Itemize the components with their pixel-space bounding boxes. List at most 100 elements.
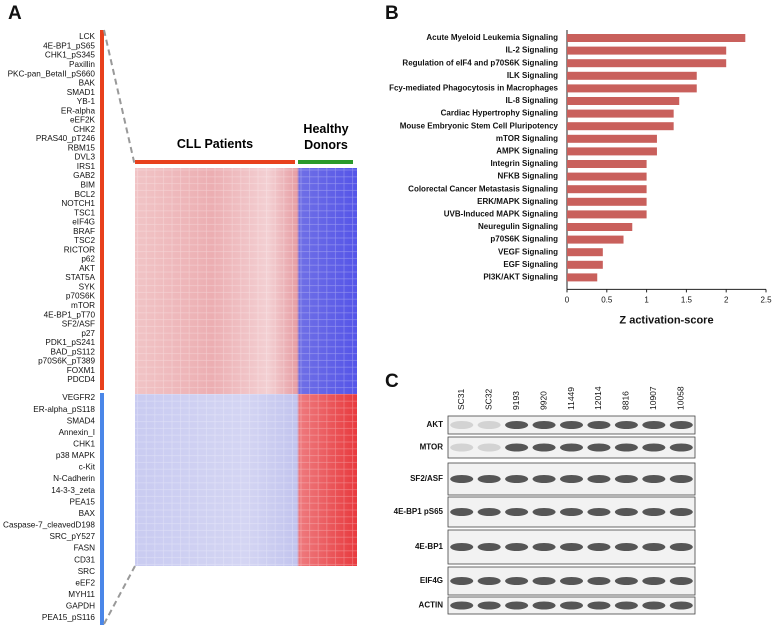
bar bbox=[567, 59, 727, 68]
row-label: Caspase-7_cleavedD198 bbox=[3, 521, 95, 530]
category-label: IL-8 Signaling bbox=[506, 96, 559, 105]
category-label: Acute Myeloid Leukemia Signaling bbox=[426, 33, 558, 42]
row-label: PEA15_pS116 bbox=[42, 613, 96, 622]
row-label: c-Kit bbox=[79, 463, 96, 472]
lane-label: 9920 bbox=[538, 391, 548, 410]
band bbox=[532, 577, 556, 585]
band bbox=[477, 421, 501, 429]
row-label: RBM15 bbox=[68, 143, 96, 152]
row-label: ER-alpha bbox=[61, 106, 96, 115]
row-label: SMAD4 bbox=[67, 416, 96, 425]
band bbox=[642, 577, 666, 585]
band bbox=[450, 601, 474, 610]
category-label: p70S6K Signaling bbox=[490, 235, 558, 244]
band bbox=[532, 421, 556, 429]
band bbox=[587, 601, 611, 610]
category-label: Mouse Embryonic Stem Cell Pluripotency bbox=[400, 121, 559, 130]
row-label: BAD_pS112 bbox=[51, 347, 96, 356]
band bbox=[642, 601, 666, 610]
row-label: FOXM1 bbox=[67, 366, 96, 375]
bar bbox=[567, 34, 746, 42]
band bbox=[614, 443, 638, 452]
band bbox=[559, 577, 584, 585]
category-label: EGF Signaling bbox=[503, 260, 558, 269]
group-label: Healthy Donors bbox=[303, 122, 349, 152]
row-label: GAPDH bbox=[66, 602, 95, 611]
x-tick-label: 0 bbox=[565, 296, 570, 305]
group-bar bbox=[135, 160, 295, 164]
category-label: IL-2 Signaling bbox=[506, 46, 559, 55]
bar bbox=[567, 172, 647, 181]
band bbox=[669, 543, 693, 551]
row-label: 14-3-3_zeta bbox=[51, 486, 95, 495]
row-label: SRC_pY527 bbox=[49, 532, 95, 541]
band bbox=[532, 543, 556, 551]
row-label: Paxillin bbox=[69, 60, 95, 69]
zoom-line bbox=[103, 565, 136, 625]
band bbox=[559, 443, 584, 452]
x-tick-label: 2.5 bbox=[760, 296, 772, 305]
row-label: FASN bbox=[74, 544, 95, 553]
bar bbox=[567, 160, 647, 168]
band-label: 4E-BP1 pS65 bbox=[394, 507, 444, 516]
band bbox=[477, 601, 501, 610]
row-label: eEF2K bbox=[70, 116, 96, 125]
row-group-bar bbox=[100, 393, 104, 625]
band bbox=[505, 601, 529, 610]
row-label: RICTOR bbox=[64, 245, 95, 254]
band bbox=[614, 508, 638, 516]
band bbox=[450, 421, 474, 429]
category-label: VEGF Signaling bbox=[498, 247, 558, 256]
row-label: SYK bbox=[79, 282, 96, 291]
band bbox=[532, 475, 556, 483]
bar bbox=[567, 210, 647, 219]
band bbox=[614, 421, 638, 429]
lane-label: SC32 bbox=[483, 388, 493, 410]
lane-label: 11449 bbox=[566, 387, 576, 410]
row-label: 4E-BP1_pT70 bbox=[44, 310, 96, 319]
band-label: EIF4G bbox=[420, 576, 443, 585]
band bbox=[587, 475, 611, 483]
category-label: Cardiac Hypertrophy Signaling bbox=[441, 109, 558, 118]
band bbox=[587, 443, 611, 452]
band bbox=[587, 577, 611, 585]
band bbox=[450, 543, 474, 551]
band bbox=[505, 577, 529, 585]
band bbox=[587, 508, 611, 516]
band bbox=[532, 601, 556, 610]
band bbox=[587, 543, 611, 551]
row-label: NOTCH1 bbox=[61, 199, 95, 208]
bar bbox=[567, 223, 633, 231]
band bbox=[505, 543, 529, 551]
band bbox=[669, 421, 693, 429]
band bbox=[450, 508, 474, 516]
bar bbox=[567, 260, 603, 269]
band bbox=[532, 508, 556, 516]
row-label: p70S6K_pT389 bbox=[38, 357, 95, 366]
category-label: Neuregulin Signaling bbox=[478, 222, 558, 231]
row-label: CHK1_pS345 bbox=[45, 51, 96, 60]
band-label: ACTIN bbox=[419, 601, 444, 610]
row-label: mTOR bbox=[71, 301, 95, 310]
band bbox=[669, 601, 693, 610]
row-group-bar bbox=[100, 30, 104, 390]
band bbox=[477, 577, 501, 585]
row-label: eEF2 bbox=[75, 578, 95, 587]
bar bbox=[567, 71, 697, 80]
row-label: CHK2 bbox=[73, 125, 95, 134]
row-label: CD31 bbox=[74, 555, 95, 564]
lane-label: 9193 bbox=[511, 391, 521, 410]
lane-label: SC31 bbox=[456, 388, 466, 410]
band bbox=[477, 475, 501, 483]
row-label: ER-alpha_pS118 bbox=[33, 405, 95, 414]
category-label: NFKB Signaling bbox=[498, 172, 559, 181]
row-label: TSC2 bbox=[74, 236, 95, 245]
row-label: SRC bbox=[78, 567, 95, 576]
x-tick-label: 0.5 bbox=[601, 296, 613, 305]
row-label: STAT5A bbox=[65, 273, 95, 282]
band-label: AKT bbox=[427, 420, 444, 429]
category-label: ERK/MAPK Signaling bbox=[477, 197, 558, 206]
band bbox=[559, 475, 584, 483]
band bbox=[450, 577, 474, 585]
